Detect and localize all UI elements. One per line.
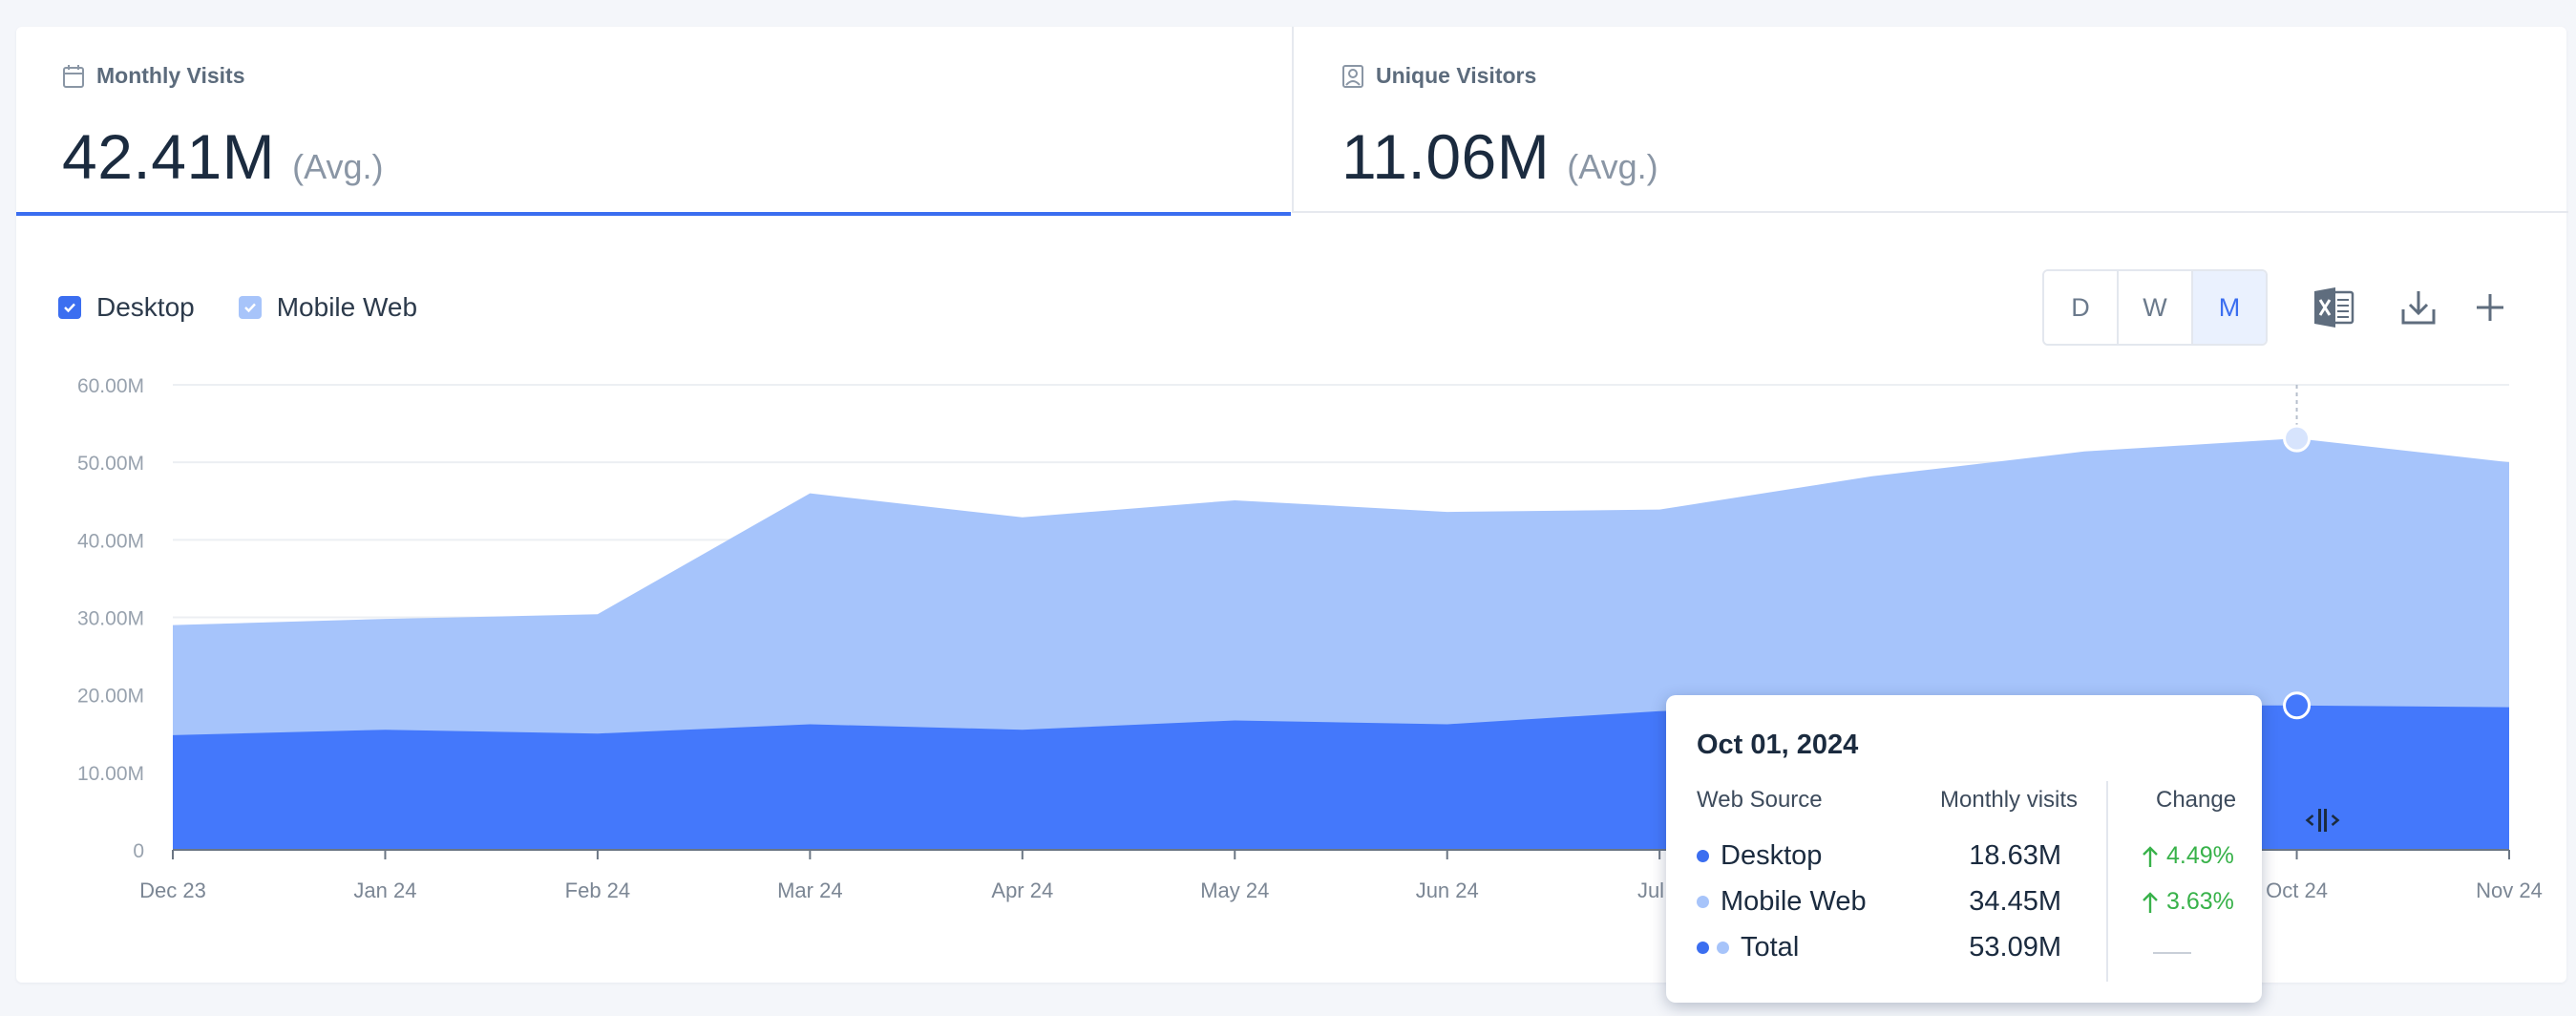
tooltip-date: Oct 01, 2024	[1697, 730, 1859, 760]
tooltip-row-value: 18.63M	[1969, 840, 2061, 871]
tooltip-divider	[2106, 781, 2108, 982]
granularity-switch: D W M	[2042, 269, 2268, 346]
x-tick-label: Apr 24	[991, 878, 1053, 902]
desktop-dot-icon	[1697, 850, 1709, 862]
excel-icon[interactable]	[2312, 285, 2357, 330]
granularity-month-button[interactable]: M	[2193, 271, 2266, 344]
tooltip-row-value: 34.45M	[1969, 886, 2061, 917]
hover-point-mobile	[2283, 424, 2312, 453]
x-tick-label: Oct 24	[2266, 878, 2328, 902]
tooltip-col-visits: Monthly visits	[1940, 787, 2079, 813]
granularity-day-button[interactable]: D	[2044, 271, 2119, 344]
arrow-up-icon	[2143, 845, 2158, 867]
tooltip-col-source: Web Source	[1697, 787, 1823, 813]
tooltip-change-value: 3.63%	[2166, 888, 2234, 915]
legend-desktop-label: Desktop	[96, 292, 195, 322]
desktop-dot-icon	[1697, 942, 1709, 954]
checkbox-checked-icon[interactable]	[238, 296, 262, 319]
granularity-week-button[interactable]: W	[2119, 271, 2193, 344]
mobile-dot-icon	[1697, 896, 1709, 908]
hover-point-desktop	[2283, 691, 2312, 720]
tooltip-row-change: 3.63%	[2142, 888, 2234, 916]
x-tick-label: Nov 24	[2476, 878, 2543, 902]
tooltip-col-change: Change	[2156, 787, 2237, 813]
x-tick-label: May 24	[1200, 878, 1269, 902]
visitor-icon	[1342, 64, 1363, 88]
tooltip-row-desktop: Desktop	[1697, 840, 1822, 872]
x-tick-label: Dec 23	[139, 878, 206, 902]
metric-value-row: 42.41M (Avg.)	[62, 120, 384, 193]
unique-visitors-suffix: (Avg.)	[1567, 147, 1658, 186]
metric-value-row: 11.06M (Avg.)	[1341, 120, 1658, 193]
monthly-visits-suffix: (Avg.)	[292, 147, 384, 186]
x-tick-label: Feb 24	[565, 878, 631, 902]
y-tick-label: 40.00M	[77, 530, 144, 552]
checkbox-checked-icon[interactable]	[58, 296, 81, 319]
unique-visitors-tab[interactable]: Unique Visitors 11.06M (Avg.)	[1292, 27, 2568, 213]
x-tick-label: Jan 24	[353, 878, 416, 902]
tooltip-change-value: 4.49%	[2166, 842, 2234, 869]
x-tick-label: Jun 24	[1416, 878, 1479, 902]
metric-header: Unique Visitors	[1341, 63, 1536, 89]
y-tick-label: 60.00M	[77, 375, 144, 397]
tooltip-row-mobile: Mobile Web	[1697, 886, 1867, 918]
metric-label: Unique Visitors	[1376, 63, 1537, 88]
y-tick-label: 20.00M	[77, 686, 144, 708]
y-tick-label: 30.00M	[77, 608, 144, 630]
tooltip-no-change-dash	[2153, 952, 2191, 954]
calendar-icon	[63, 64, 84, 88]
legend-mobile-label: Mobile Web	[276, 292, 418, 322]
monthly-visits-tab[interactable]: Monthly Visits 42.41M (Avg.)	[16, 27, 1291, 216]
drag-handle-icon	[2305, 809, 2340, 832]
chart-tooltip: Oct 01, 2024 Web Source Monthly visits C…	[1666, 695, 2262, 1003]
tooltip-row-total: Total	[1697, 932, 1799, 963]
tooltip-row-value: 53.09M	[1969, 932, 2061, 963]
metric-label: Monthly Visits	[96, 63, 245, 88]
tooltip-row-change: 4.49%	[2142, 842, 2234, 870]
monthly-visits-value: 42.41M	[62, 121, 276, 192]
legend-mobile-toggle[interactable]: Mobile Web	[238, 292, 418, 323]
tooltip-row-label: Desktop	[1721, 840, 1823, 871]
chart-legend: Desktop Mobile Web	[58, 292, 461, 323]
x-tick-label: Mar 24	[777, 878, 842, 902]
unique-visitors-value: 11.06M	[1341, 121, 1551, 192]
mobile-dot-icon	[1717, 942, 1729, 954]
y-tick-label: 10.00M	[77, 763, 144, 785]
arrow-up-icon	[2143, 891, 2158, 913]
plus-icon[interactable]	[2467, 285, 2513, 330]
metric-header: Monthly Visits	[62, 63, 245, 89]
y-tick-label: 0	[133, 840, 144, 862]
download-icon[interactable]	[2396, 285, 2441, 330]
tooltip-row-label: Total	[1741, 932, 1800, 963]
y-tick-label: 50.00M	[77, 453, 144, 475]
tooltip-row-label: Mobile Web	[1721, 886, 1867, 917]
legend-desktop-toggle[interactable]: Desktop	[58, 292, 195, 323]
